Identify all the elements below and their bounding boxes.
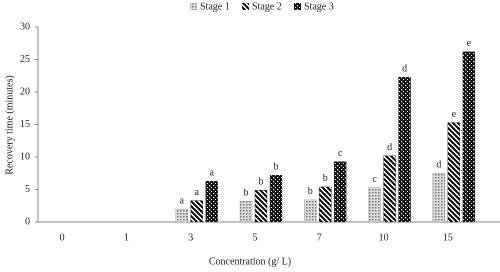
x-tick-label: 5	[253, 232, 258, 243]
x-tick-label: 15	[443, 232, 453, 243]
bar	[447, 122, 461, 223]
y-tick-label: 5	[25, 184, 30, 195]
legend-swatch	[294, 3, 301, 10]
significance-letter: b	[308, 186, 313, 197]
x-axis-label: Concentration (g/ L)	[209, 256, 291, 267]
y-tick-label: 0	[25, 216, 30, 227]
bar	[319, 186, 332, 223]
bar	[205, 180, 218, 223]
significance-letter: b	[244, 187, 249, 198]
bar	[304, 199, 317, 223]
bar	[432, 173, 446, 223]
legend-label: Stage 1	[200, 1, 230, 12]
bar	[383, 155, 396, 223]
x-tick-label: 10	[379, 232, 389, 243]
bar	[398, 76, 411, 223]
significance-letter: d	[436, 160, 441, 171]
significance-letter: a	[194, 187, 199, 198]
significance-letter: d	[387, 142, 392, 153]
significance-letter: b	[323, 173, 328, 184]
significance-letter: d	[402, 63, 407, 74]
significance-letter: a	[209, 167, 214, 178]
significance-letter: b	[259, 176, 264, 187]
x-tick-label: 3	[188, 232, 193, 243]
x-tick-label: 0	[60, 232, 65, 243]
y-tick-label: 10	[20, 151, 30, 162]
bar	[269, 175, 283, 223]
y-tick-label: 15	[20, 119, 30, 130]
significance-letter: e	[452, 109, 457, 120]
bar	[334, 161, 347, 223]
significance-letter: b	[274, 161, 279, 172]
y-axis-label: Recovery time (minutes)	[4, 75, 15, 174]
bar	[462, 51, 476, 223]
y-tick-label: 30	[20, 21, 30, 32]
bar	[239, 201, 253, 223]
legend-swatch	[190, 3, 197, 10]
legend-label: Stage 2	[252, 1, 282, 12]
significance-letter: e	[467, 38, 472, 49]
x-tick-label: 1	[124, 232, 129, 243]
significance-letter: c	[372, 174, 377, 185]
x-tick-label: 7	[317, 232, 322, 243]
significance-letter: c	[338, 148, 343, 159]
significance-letter: a	[179, 195, 184, 206]
legend-label: Stage 3	[304, 1, 334, 12]
y-tick-label: 20	[20, 86, 30, 97]
bar	[190, 200, 203, 223]
y-tick-label: 25	[20, 54, 30, 65]
bar	[175, 208, 188, 223]
bar	[368, 187, 381, 223]
legend-swatch	[242, 3, 249, 10]
bar	[254, 189, 268, 223]
